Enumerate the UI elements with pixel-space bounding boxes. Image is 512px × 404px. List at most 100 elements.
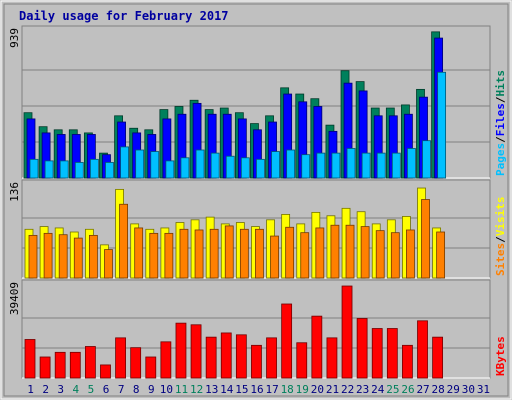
day-label: 18	[281, 383, 294, 396]
day-label: 26	[401, 383, 414, 396]
kbytes-bar	[39, 356, 51, 379]
kbytes-bar	[160, 341, 172, 379]
kbytes-bar	[115, 337, 126, 379]
day-label: 12	[190, 383, 203, 396]
kbytes-bar	[371, 328, 383, 379]
sites-bar	[315, 227, 325, 279]
legend-entry: Files	[494, 103, 507, 136]
legend-entry: KBytes	[494, 336, 507, 376]
day-label: 13	[205, 383, 218, 396]
y-max-label: 39409	[8, 282, 21, 315]
pages-bar	[120, 146, 129, 179]
sites-bar	[28, 234, 38, 279]
kbytes-bar	[296, 342, 308, 379]
kbytes-bar	[251, 344, 262, 379]
sites-bar	[270, 235, 279, 279]
sites-bar	[255, 228, 264, 279]
sites-bar	[285, 226, 295, 279]
pages-bar	[59, 160, 69, 179]
day-label: 7	[118, 383, 125, 396]
pages-bar	[89, 158, 99, 179]
day-label: 17	[265, 383, 278, 396]
legend-entry: /	[494, 236, 507, 243]
pages-bar	[165, 160, 175, 179]
legend-entry: Sites	[494, 243, 507, 276]
day-label: 30	[462, 383, 475, 396]
sites-bar	[360, 226, 370, 279]
pages-bar	[135, 149, 145, 179]
kbytes-bar	[130, 347, 142, 379]
sites-bar	[375, 230, 385, 279]
kbytes-bar	[432, 336, 444, 379]
day-label: 31	[477, 383, 490, 396]
series-legend: KBytes	[494, 336, 507, 376]
kbytes-bar	[220, 332, 232, 379]
kbytes-bar	[417, 320, 428, 379]
pages-bar	[180, 157, 190, 179]
sites-bar	[194, 229, 204, 279]
kbytes-bar	[24, 339, 36, 379]
day-label: 22	[341, 383, 354, 396]
sites-bar	[58, 234, 68, 279]
pages-bar	[225, 155, 235, 179]
sites-bar	[421, 199, 430, 279]
day-label: 27	[416, 383, 429, 396]
day-label: 25	[386, 383, 399, 396]
day-label: 8	[133, 383, 140, 396]
kbytes-bar	[235, 334, 247, 379]
sites-bar	[134, 227, 144, 279]
pages-bar	[150, 151, 160, 179]
sites-bar	[209, 228, 219, 279]
day-label: 15	[235, 383, 248, 396]
legend-entry: Pages	[494, 143, 507, 176]
kbytes-bar	[341, 285, 353, 379]
sites-bar	[436, 231, 446, 279]
sites-bar	[179, 228, 189, 279]
pages-bar	[437, 71, 447, 179]
sites-bar	[149, 232, 159, 279]
day-label: 28	[432, 383, 445, 396]
sites-bar	[104, 249, 113, 279]
pages-bar	[331, 152, 341, 179]
sites-bar	[406, 229, 415, 279]
day-label: 23	[356, 383, 369, 396]
sites-bar	[224, 225, 234, 279]
pages-bar	[286, 149, 296, 179]
pages-bar	[44, 160, 54, 179]
kbytes-bar	[356, 318, 368, 379]
pages-bar	[316, 152, 326, 179]
kbytes-bar	[386, 328, 398, 379]
kbytes-bar	[100, 364, 111, 379]
day-label: 19	[296, 383, 309, 396]
sites-bar	[119, 203, 128, 279]
frame-shadow	[3, 3, 509, 397]
sites-bar	[164, 232, 174, 279]
sites-bar	[345, 224, 355, 279]
kbytes-bar	[326, 337, 338, 379]
pages-bar	[346, 148, 356, 179]
day-label: 1	[27, 383, 34, 396]
kbytes-bar	[69, 351, 81, 379]
day-label: 14	[220, 383, 234, 396]
day-label: 4	[73, 383, 80, 396]
legend-entry: Visits	[494, 197, 507, 237]
kbytes-bar	[190, 324, 202, 379]
kbytes-bar	[266, 337, 277, 379]
visits-sites-panel: 136 Sites/Visits	[8, 179, 507, 279]
sites-bar	[43, 232, 53, 279]
pages-bar	[256, 158, 265, 179]
sites-bar	[73, 237, 83, 279]
pages-bar	[301, 154, 311, 179]
kbytes-bar	[175, 322, 187, 379]
y-max-label: 939	[8, 28, 21, 48]
day-label: 11	[175, 383, 188, 396]
pages-bar	[29, 158, 39, 179]
pages-bar	[105, 162, 114, 179]
kbytes-bar	[311, 315, 323, 379]
sites-bar	[239, 228, 249, 279]
pages-bar	[240, 157, 250, 179]
day-label: 2	[42, 383, 49, 396]
